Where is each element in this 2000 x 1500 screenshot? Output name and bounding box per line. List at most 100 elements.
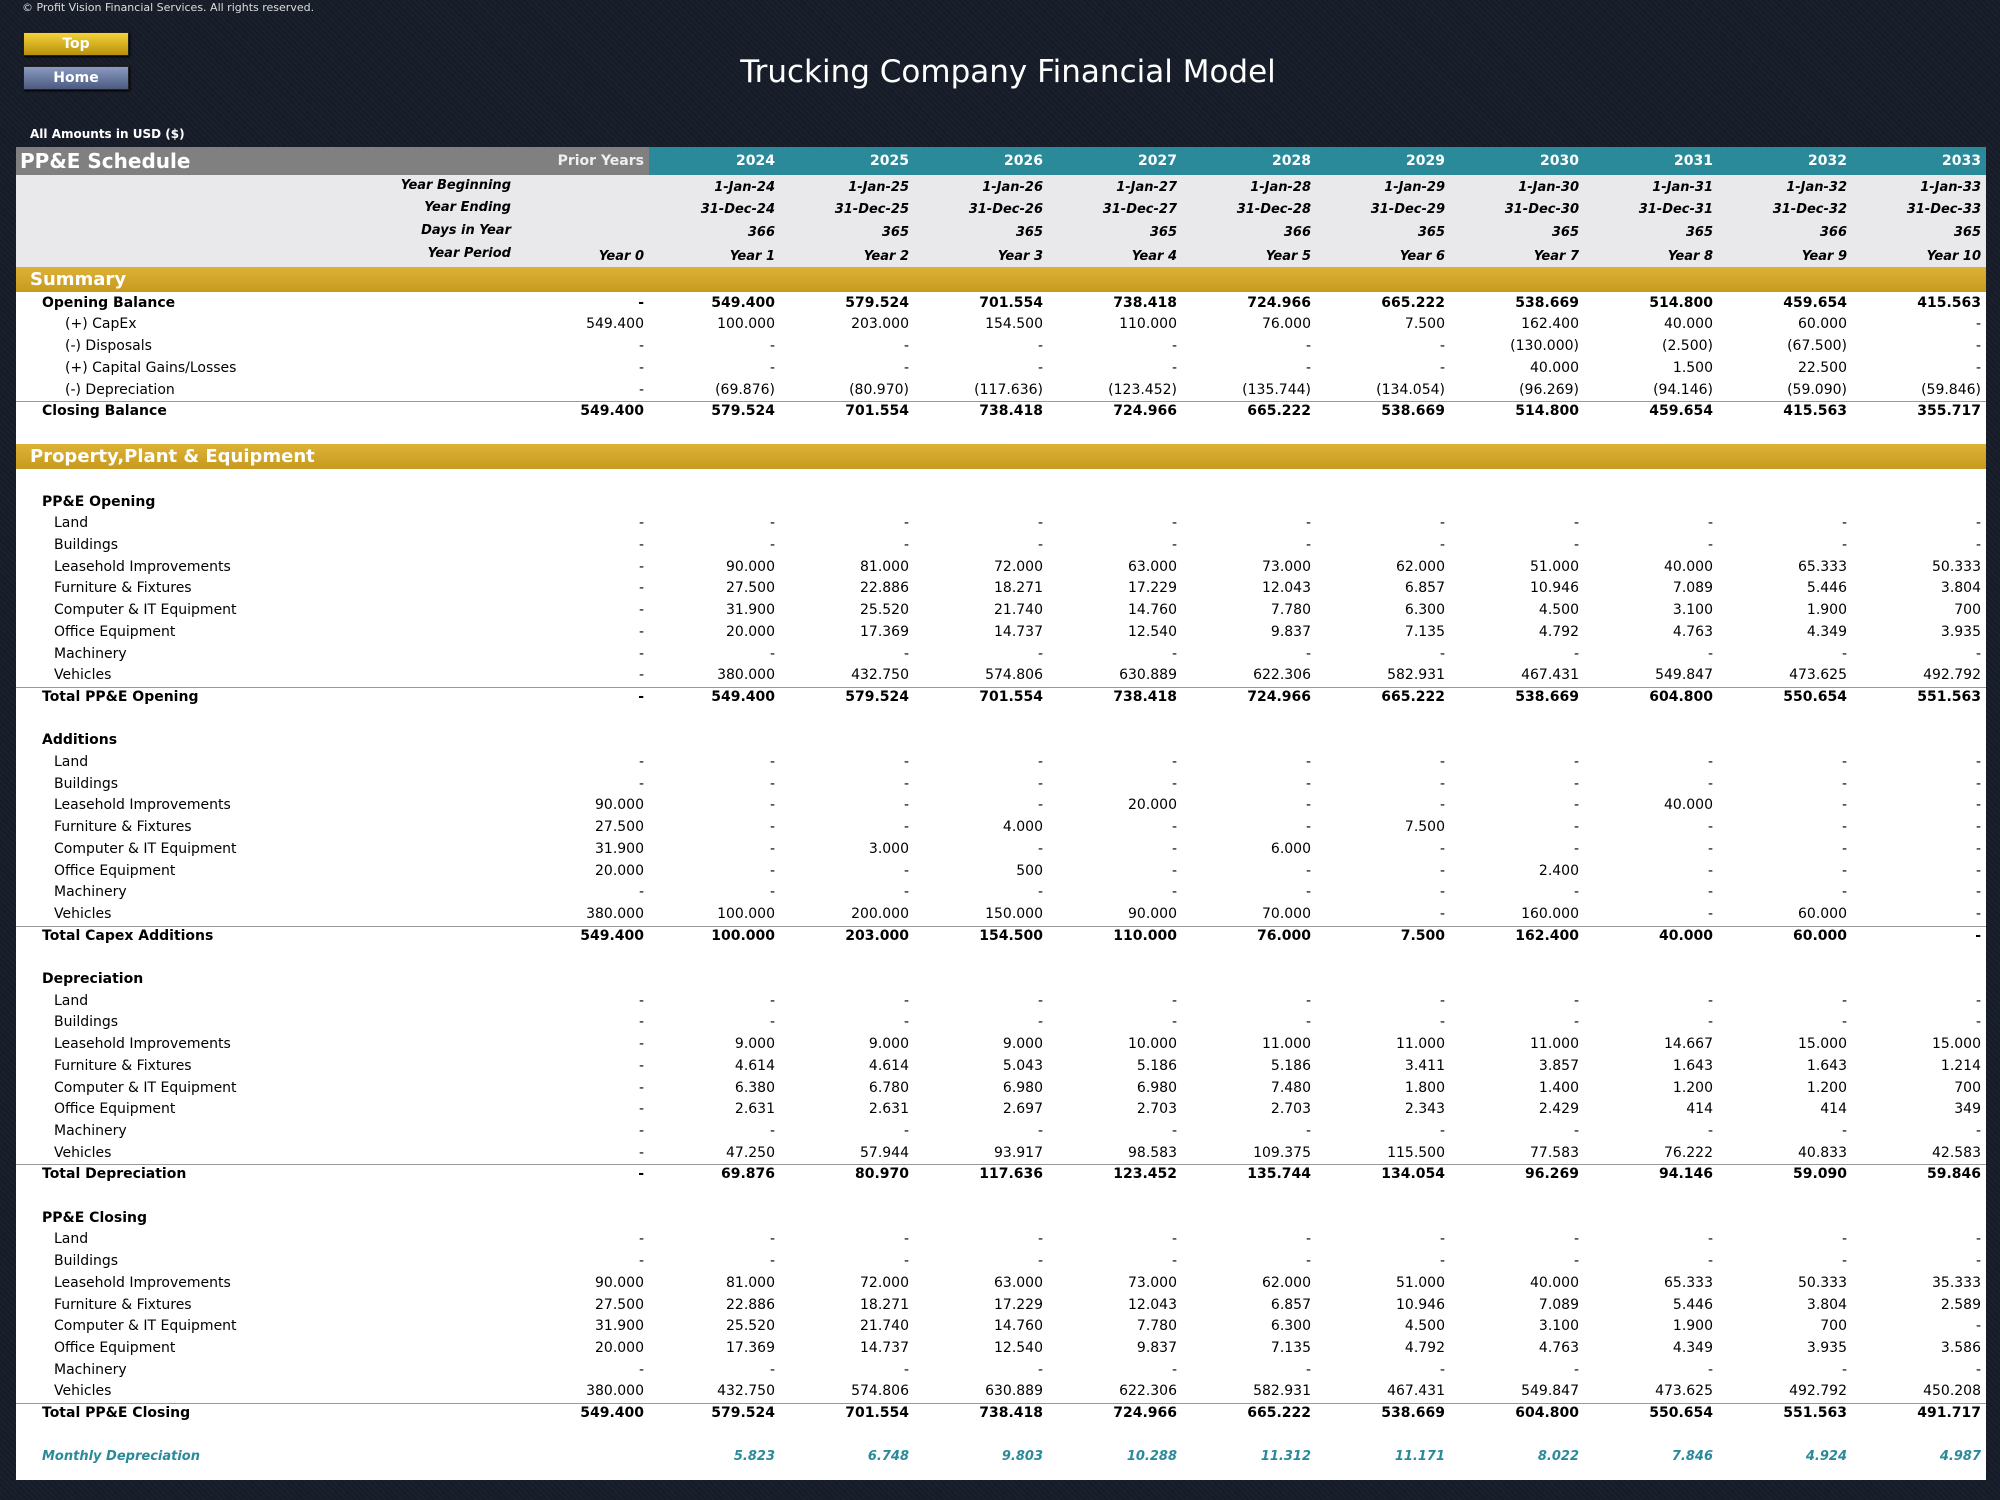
cell: 3.935 [1806,1339,1847,1356]
cell: - [1171,992,1177,1009]
cell: 415.563 [1783,403,1847,420]
cell: 1-Jan-29 [1384,180,1445,196]
cell: 365 [1015,225,1043,241]
cell: 7.135 [1404,623,1445,640]
cell: 135.744 [1247,1166,1311,1183]
cell: 549.400 [586,316,644,333]
cell: 93.917 [994,1144,1043,1161]
cell: - [1037,1253,1043,1270]
cell: - [1573,1361,1579,1378]
cell: 11.000 [1530,1036,1579,1053]
row-label: Vehicles [54,905,112,922]
cell: 665.222 [1381,688,1445,705]
cell: 4.763 [1672,623,1713,640]
cell: 3.411 [1404,1057,1445,1074]
cell: 432.750 [717,1383,775,1400]
cell: 549.400 [711,294,775,311]
cell: 14.667 [1664,1036,1713,1053]
cell: 365 [881,225,909,241]
cell: - [1975,884,1981,901]
cell: - [1707,884,1713,901]
cell: - [1171,338,1177,355]
cell: 100.000 [717,316,775,333]
cell: 701.554 [979,688,1043,705]
cell: 4.349 [1806,623,1847,640]
cell: 582.931 [1387,667,1445,684]
row-label: Furniture & Fixtures [54,1057,192,1074]
cell: 162.400 [1521,316,1579,333]
cell: 2.703 [1136,1101,1177,1118]
meta-label: Year Beginning [400,178,511,194]
cell: 700 [1820,1318,1847,1335]
row-label: Leasehold Improvements [54,1274,231,1291]
cell: 1-Jan-24 [714,180,775,196]
cell: (96.269) [1519,381,1579,398]
cell: 549.400 [580,403,644,420]
cell: 630.889 [985,1383,1043,1400]
row-label: Office Equipment [54,862,176,879]
cell: 459.654 [1649,403,1713,420]
top-button[interactable]: Top [23,32,129,56]
cell: 31-Dec-27 [1102,202,1177,218]
cell: - [1305,775,1311,792]
cell: 59.846 [1926,1166,1981,1183]
row-label: Machinery [54,1361,127,1378]
cell: 1.643 [1806,1057,1847,1074]
cell: 160.000 [1521,905,1579,922]
cell: (130.000) [1510,338,1579,355]
cell: 551.563 [1917,688,1981,705]
meta-band [16,175,1986,267]
cell: 25.520 [860,602,909,619]
cell: 2.343 [1404,1101,1445,1118]
cell: - [1305,359,1311,376]
header-year: 2032 [1808,153,1847,169]
cell: 700 [1954,1079,1981,1096]
group-heading: Additions [42,732,118,749]
cell: - [1975,1361,1981,1378]
cell: 5.043 [1002,1057,1043,1074]
cell: - [769,775,775,792]
cell: - [1707,537,1713,554]
cell: - [903,862,909,879]
row-label: Vehicles [54,1144,112,1161]
row-label: Computer & IT Equipment [54,1079,237,1096]
cell: 665.222 [1381,294,1445,311]
cell: Year 6 [1399,249,1445,265]
cell: 12.540 [1128,623,1177,640]
row-label: Office Equipment [54,1339,176,1356]
row-label: Vehicles [54,1383,112,1400]
copyright: © Profit Vision Financial Services. All … [22,1,315,14]
cell: - [1975,862,1981,879]
cell: 98.583 [1128,1144,1177,1161]
section-band [16,267,1986,292]
cell: - [1171,1014,1177,1031]
cell: 100.000 [711,927,775,944]
cell: 9.837 [1270,623,1311,640]
cell: 14.760 [1128,602,1177,619]
row-label: Computer & IT Equipment [54,602,237,619]
table [16,147,1986,1480]
row-label: Office Equipment [54,1101,176,1118]
cell: - [1841,819,1847,836]
cell: 701.554 [845,403,909,420]
cell: 40.833 [1798,1144,1847,1161]
cell: 500 [1016,862,1043,879]
cell: 700 [1954,602,1981,619]
cell: 7.780 [1136,1318,1177,1335]
cell: - [1037,754,1043,771]
cell: 579.524 [711,403,775,420]
cell: 1-Jan-30 [1518,180,1579,196]
cell: 40.000 [1658,927,1713,944]
cell: - [638,992,644,1009]
cell: 22.500 [1798,359,1847,376]
cell: - [1305,537,1311,554]
cell: - [638,1231,644,1248]
cell: 365 [1149,225,1177,241]
cell: - [638,1166,644,1183]
cell: Year 2 [863,249,909,265]
header-year: 2024 [736,153,775,169]
cell: 579.524 [711,1405,775,1422]
home-button[interactable]: Home [23,66,129,90]
cell: 6.780 [868,1079,909,1096]
cell: 20.000 [595,862,644,879]
